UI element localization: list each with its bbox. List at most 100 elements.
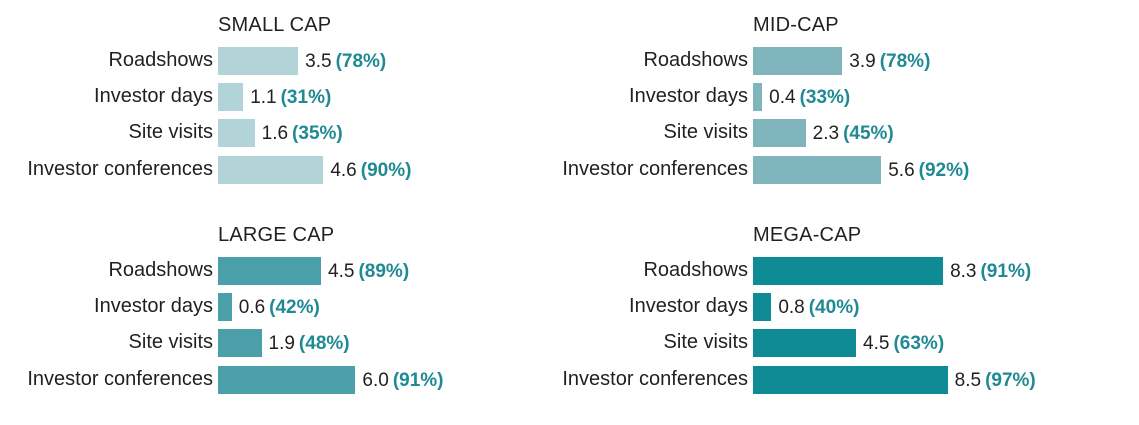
chart-panel-3: LARGE CAP Roadshows 4.5 (89%) Investor days 0…: [0, 224, 560, 424]
panel-title: SMALL CAP: [218, 14, 332, 36]
bar-value-label: 8.3 (91%): [950, 261, 1031, 283]
bar-value-label: 1.1 (31%): [250, 87, 331, 109]
category-label: Roadshows: [108, 259, 213, 281]
value-percent: (31%): [280, 87, 332, 108]
bar: [218, 83, 244, 111]
value-percent: (78%): [879, 51, 931, 72]
bar: [218, 366, 356, 394]
value-percent: (78%): [335, 51, 387, 72]
value-number: 0.8: [778, 297, 805, 318]
bar: [753, 156, 882, 184]
value-number: 1.1: [250, 87, 277, 108]
bar-row: Investor conferences 5.6 (92%): [535, 156, 1095, 184]
bar: [753, 293, 772, 321]
value-percent: (45%): [843, 123, 894, 144]
value-number: 1.9: [268, 333, 295, 354]
bar-value-label: 0.4 (33%): [769, 87, 850, 109]
bar-value-label: 4.5 (89%): [328, 261, 409, 283]
bar-row: Roadshows 4.5 (89%): [0, 257, 560, 285]
bar-row: Roadshows 3.5 (78%): [0, 47, 560, 75]
bar: [753, 329, 857, 357]
category-label: Investor days: [94, 295, 213, 317]
bar: [218, 293, 232, 321]
category-label: Investor conferences: [27, 368, 213, 390]
bar-row: Site visits 1.9 (48%): [0, 329, 560, 357]
bar-value-label: 4.5 (63%): [863, 333, 944, 355]
chart-panel-1: SMALL CAP Roadshows 3.5 (78%) Investor days 1…: [0, 14, 560, 214]
value-number: 8.3: [950, 261, 977, 282]
bar: [753, 83, 763, 111]
bar-value-label: 8.5 (97%): [955, 370, 1036, 392]
value-number: 4.6: [330, 160, 357, 181]
value-number: 4.5: [328, 261, 355, 282]
bar-row: Investor conferences 8.5 (97%): [535, 366, 1095, 394]
bar: [753, 119, 806, 147]
bar-value-label: 3.5 (78%): [305, 51, 386, 73]
bar: [218, 47, 299, 75]
value-number: 2.3: [812, 123, 840, 144]
category-label: Roadshows: [643, 49, 748, 71]
bar-row: Site visits 1.6 (35%): [0, 119, 560, 147]
category-label: Site visits: [663, 331, 748, 353]
value-percent: (40%): [808, 297, 860, 318]
bar-value-label: 1.6 (35%): [262, 123, 343, 145]
category-label: Investor conferences: [562, 158, 748, 180]
panel-title: LARGE CAP: [218, 224, 335, 246]
value-number: 6.0: [362, 370, 389, 391]
bar-row: Investor days 0.4 (33%): [535, 83, 1095, 111]
value-number: 1.6: [261, 123, 289, 144]
category-label: Site visits: [663, 121, 748, 143]
value-percent: (63%): [893, 333, 945, 354]
bar: [753, 366, 948, 394]
bar-value-label: 3.9 (78%): [849, 51, 930, 73]
value-percent: (91%): [392, 370, 444, 391]
chart-panel-4: MEGA-CAP Roadshows 8.3 (91%) Investor days 0.…: [535, 224, 1095, 424]
bar-row: Investor days 0.6 (42%): [0, 293, 560, 321]
bar: [753, 257, 944, 285]
bar-value-label: 1.9 (48%): [269, 333, 350, 355]
bar-value-label: 0.6 (42%): [239, 297, 320, 319]
value-percent: (97%): [985, 370, 1036, 391]
bar-row: Site visits 2.3 (45%): [535, 119, 1095, 147]
bar: [218, 119, 255, 147]
value-number: 8.5: [954, 370, 982, 391]
value-number: 3.5: [305, 51, 332, 72]
bar: [218, 156, 324, 184]
bar-value-label: 4.6 (90%): [330, 160, 411, 182]
bar-value-label: 0.8 (40%): [778, 297, 859, 319]
panel-title: MEGA-CAP: [753, 224, 862, 246]
value-number: 0.6: [238, 297, 266, 318]
bar-row: Site visits 4.5 (63%): [535, 329, 1095, 357]
bar-row: Investor conferences 4.6 (90%): [0, 156, 560, 184]
bar: [753, 47, 843, 75]
value-percent: (92%): [918, 160, 970, 181]
value-percent: (35%): [292, 123, 343, 144]
category-label: Roadshows: [643, 259, 748, 281]
value-percent: (90%): [360, 160, 412, 181]
category-label: Investor days: [629, 295, 748, 317]
bar-value-label: 5.6 (92%): [888, 160, 969, 182]
value-percent: (89%): [358, 261, 410, 282]
value-percent: (42%): [269, 297, 320, 318]
bar-row: Roadshows 8.3 (91%): [535, 257, 1095, 285]
bar-row: Investor conferences 6.0 (91%): [0, 366, 560, 394]
bar: [218, 329, 262, 357]
bar-value-label: 2.3 (45%): [813, 123, 894, 145]
bar: [218, 257, 322, 285]
category-label: Roadshows: [108, 49, 213, 71]
category-label: Investor days: [94, 85, 213, 107]
bar-row: Investor days 0.8 (40%): [535, 293, 1095, 321]
category-label: Investor days: [629, 85, 748, 107]
value-percent: (48%): [298, 333, 350, 354]
value-percent: (33%): [799, 87, 851, 108]
value-number: 5.6: [888, 160, 915, 181]
bar-value-label: 6.0 (91%): [362, 370, 443, 392]
value-number: 0.4: [769, 87, 796, 108]
value-percent: (91%): [980, 261, 1032, 282]
category-label: Site visits: [128, 331, 213, 353]
category-label: Site visits: [128, 121, 213, 143]
category-label: Investor conferences: [27, 158, 213, 180]
bar-row: Roadshows 3.9 (78%): [535, 47, 1095, 75]
panel-title: MID-CAP: [753, 14, 839, 36]
value-number: 4.5: [863, 333, 890, 354]
